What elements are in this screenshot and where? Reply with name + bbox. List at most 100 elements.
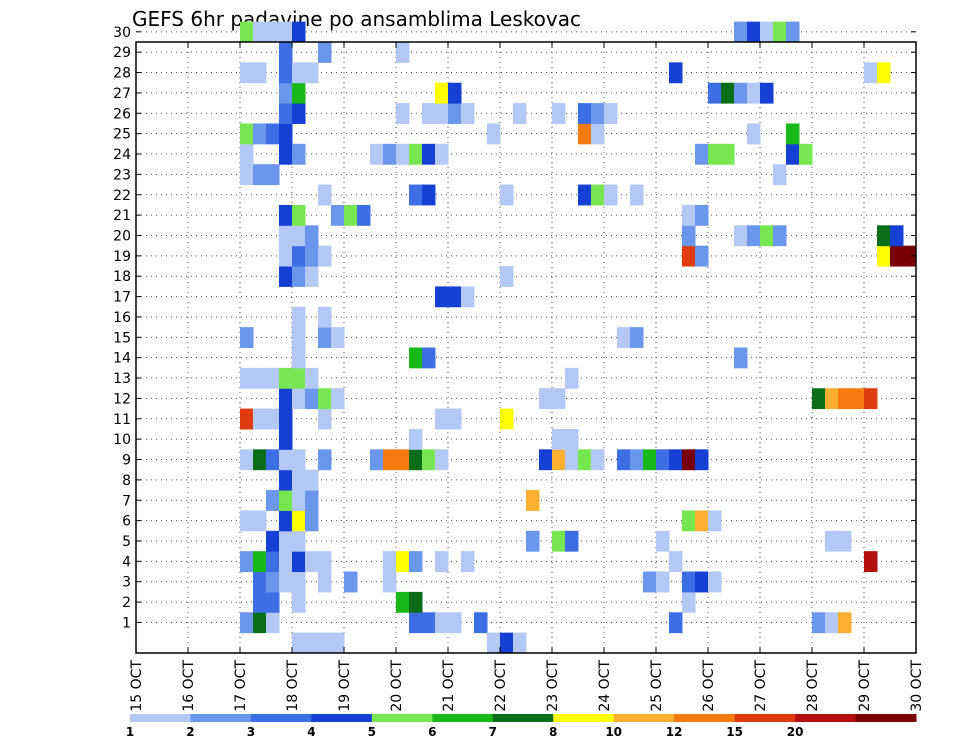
x-tick-label: 25 OCT — [649, 660, 665, 712]
heatmap-cell — [838, 530, 852, 552]
y-tick-label: 22 — [113, 188, 131, 204]
plot-frame — [135, 41, 917, 654]
heatmap-cell — [266, 571, 280, 593]
colorbar-label: 15 — [726, 725, 743, 739]
y-tick-label: 9 — [122, 453, 131, 469]
x-tick-label: 28 OCT — [805, 660, 821, 712]
colorbar-label: 8 — [549, 725, 557, 739]
heatmap-cell — [240, 21, 254, 43]
heatmap-cell — [292, 388, 306, 410]
heatmap-cell — [669, 449, 683, 471]
heatmap-cell — [240, 510, 254, 532]
heatmap-cell — [435, 103, 449, 124]
heatmap-cell — [253, 164, 267, 186]
heatmap-cell — [383, 551, 397, 573]
heatmap-cell — [812, 612, 826, 634]
colorbar-segment — [190, 714, 252, 722]
y-tick-label: 4 — [122, 554, 131, 570]
heatmap-cell — [604, 103, 618, 124]
heatmap-cell — [292, 103, 306, 124]
heatmap-cell — [266, 21, 280, 43]
heatmap-cell — [747, 225, 761, 247]
heatmap-cell — [344, 204, 358, 226]
heatmap-cell — [448, 286, 462, 308]
x-tick-label: 15 OCT — [129, 660, 145, 712]
y-tick-label: 6 — [122, 514, 131, 530]
heatmap-cell — [578, 123, 592, 145]
heatmap-cell — [409, 347, 423, 369]
heatmap-cell — [279, 490, 293, 511]
heatmap-cell — [253, 551, 267, 573]
heatmap-cell — [409, 612, 423, 634]
heatmap-cell — [591, 103, 605, 124]
heatmap-cell — [734, 21, 748, 43]
heatmap-cell — [903, 245, 917, 267]
heatmap-cell — [435, 449, 449, 471]
heatmap-cell — [331, 632, 345, 654]
heatmap-cell — [539, 449, 553, 471]
heatmap-cell — [864, 551, 878, 573]
heatmap-cell — [643, 449, 657, 471]
heatmap-cell — [279, 103, 293, 124]
heatmap-cell — [656, 571, 670, 593]
heatmap-cell — [617, 327, 631, 348]
heatmap-cell — [279, 82, 293, 104]
heatmap-cell — [448, 103, 462, 124]
heatmap-cell — [292, 591, 306, 613]
heatmap-cell — [240, 143, 254, 165]
colorbar-label: 5 — [368, 725, 376, 739]
heatmap-cell — [526, 530, 540, 552]
heatmap-cell — [292, 225, 306, 247]
heatmap-cell — [279, 388, 293, 410]
heatmap-cell — [422, 143, 436, 165]
heatmap-cell — [565, 367, 579, 389]
x-tick-label: 18 OCT — [285, 660, 301, 712]
heatmap-cell — [487, 632, 501, 654]
y-tick-label: 24 — [113, 147, 131, 163]
colorbar-label: 6 — [428, 725, 436, 739]
heatmap-cell — [760, 225, 774, 247]
heatmap-cell — [383, 143, 397, 165]
y-tick-label: 30 — [113, 25, 131, 41]
heatmap-cell — [279, 62, 293, 84]
y-axis: 1234567891011121314151617181920212223242… — [113, 25, 916, 631]
y-tick-label: 12 — [113, 391, 131, 407]
y-tick-label: 3 — [122, 575, 131, 591]
heatmap-cell — [253, 123, 267, 145]
heatmap-cell — [695, 510, 709, 532]
colorbar-segment — [311, 714, 373, 722]
y-tick-label: 29 — [113, 45, 131, 61]
heatmap-cell — [240, 164, 254, 186]
heatmap-cell — [292, 510, 306, 532]
heatmap-cell — [253, 449, 267, 471]
heatmap-cell — [279, 530, 293, 552]
y-tick-label: 1 — [122, 615, 131, 631]
heatmap-cell — [552, 428, 566, 450]
heatmap-cell — [279, 408, 293, 430]
colorbar-segment — [371, 714, 433, 722]
x-tick-label: 23 OCT — [545, 660, 561, 712]
heatmap-cell — [786, 123, 800, 145]
heatmap-cell — [318, 449, 332, 471]
heatmap-cell — [734, 347, 748, 369]
heatmap-cell — [864, 62, 878, 84]
heatmap-cell — [318, 388, 332, 410]
heatmap-cell — [253, 612, 267, 634]
heatmap-cell — [695, 571, 709, 593]
y-tick-label: 21 — [113, 208, 131, 224]
heatmap-cell — [682, 449, 696, 471]
heatmap-cell — [318, 551, 332, 573]
colorbar-label: 10 — [605, 725, 622, 739]
heatmap-cell — [331, 388, 345, 410]
y-tick-label: 26 — [113, 106, 131, 122]
heatmap-cell — [565, 530, 579, 552]
x-tick-label: 24 OCT — [597, 660, 613, 712]
heatmap-cell — [305, 632, 319, 654]
heatmap-cell — [838, 612, 852, 634]
heatmap-cell — [279, 42, 293, 63]
heatmap-cell — [266, 612, 280, 634]
heatmap-cell — [630, 184, 644, 206]
heatmap-cell — [305, 490, 319, 511]
heatmap-cell — [396, 143, 410, 165]
colorbar-label: 7 — [489, 725, 497, 739]
